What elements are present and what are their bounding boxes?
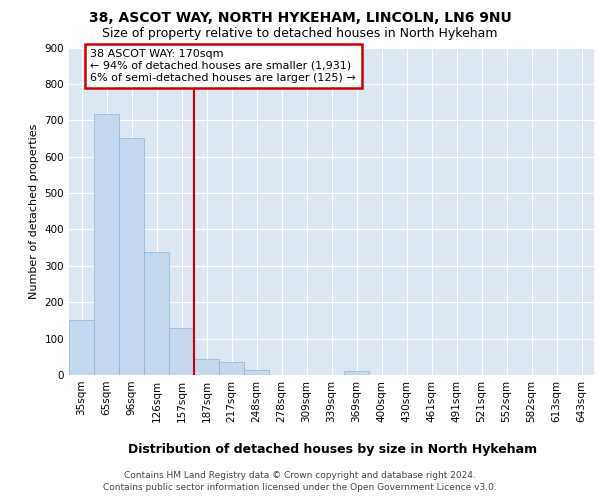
Y-axis label: Number of detached properties: Number of detached properties — [29, 124, 39, 299]
Text: Size of property relative to detached houses in North Hykeham: Size of property relative to detached ho… — [102, 28, 498, 40]
Bar — [244, 370, 269, 375]
Bar — [69, 320, 94, 375]
Bar — [119, 138, 144, 375]
Bar — [144, 252, 169, 375]
Bar — [219, 362, 244, 375]
Bar — [194, 360, 219, 375]
Bar — [344, 372, 369, 375]
Bar — [169, 328, 194, 375]
Text: 38 ASCOT WAY: 170sqm
← 94% of detached houses are smaller (1,931)
6% of semi-det: 38 ASCOT WAY: 170sqm ← 94% of detached h… — [90, 50, 356, 82]
Text: 38, ASCOT WAY, NORTH HYKEHAM, LINCOLN, LN6 9NU: 38, ASCOT WAY, NORTH HYKEHAM, LINCOLN, L… — [89, 11, 511, 25]
Text: Contains HM Land Registry data © Crown copyright and database right 2024.
Contai: Contains HM Land Registry data © Crown c… — [103, 471, 497, 492]
Text: Distribution of detached houses by size in North Hykeham: Distribution of detached houses by size … — [128, 442, 538, 456]
Bar — [94, 114, 119, 375]
